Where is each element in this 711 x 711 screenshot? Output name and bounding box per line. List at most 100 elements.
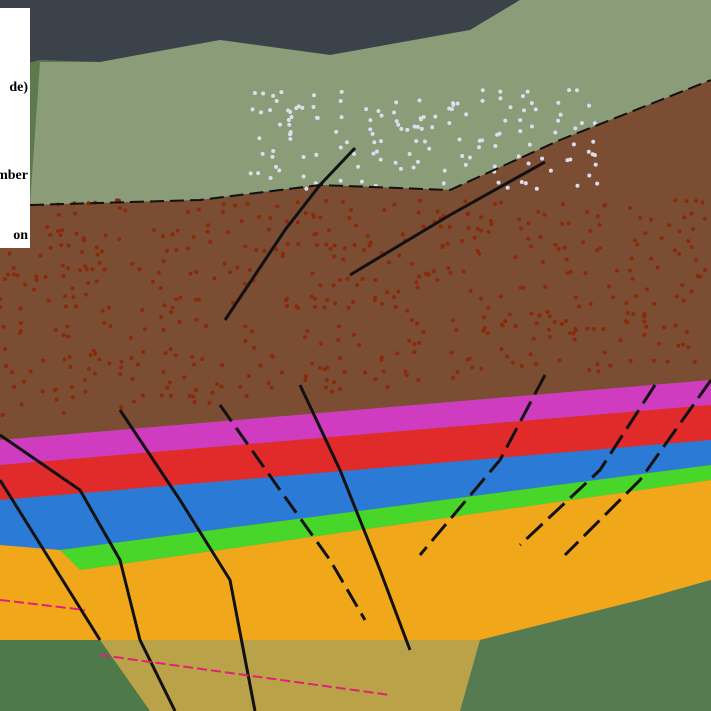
sample-point: [676, 343, 681, 348]
sample-point: [435, 277, 440, 282]
sample-point: [431, 269, 436, 274]
sample-point: [74, 304, 79, 309]
sample-point: [119, 405, 124, 410]
sample-point: [271, 148, 276, 153]
sample-point: [279, 370, 284, 375]
sample-point: [338, 98, 343, 103]
sample-point: [312, 232, 317, 237]
sample-point: [588, 228, 593, 233]
sample-point: [68, 364, 73, 369]
sample-point: [301, 174, 306, 179]
sample-point: [332, 380, 337, 385]
sample-point: [412, 124, 417, 129]
sample-point: [337, 386, 342, 391]
sample-point: [414, 139, 419, 144]
sample-point: [395, 351, 400, 356]
sample-point: [665, 359, 670, 364]
sample-point: [379, 301, 384, 306]
sample-point: [359, 179, 364, 184]
sample-point: [528, 352, 533, 357]
sample-point: [107, 361, 112, 366]
sample-point: [311, 93, 316, 98]
sample-point: [102, 321, 107, 326]
sample-point: [370, 131, 375, 136]
sample-point: [449, 350, 454, 355]
sample-point: [86, 201, 91, 206]
sample-point: [581, 240, 586, 245]
sample-point: [652, 301, 657, 306]
sample-point: [284, 296, 289, 301]
sample-point: [493, 143, 498, 148]
sample-point: [303, 378, 308, 383]
fault: [349, 160, 546, 277]
sample-point: [628, 205, 633, 210]
sample-point: [165, 385, 170, 390]
sample-point: [480, 138, 485, 143]
sample-point: [332, 243, 337, 248]
sample-point: [83, 292, 88, 297]
sample-point: [505, 185, 510, 190]
sample-point: [625, 311, 630, 316]
sample-point: [130, 261, 135, 266]
sample-point: [286, 118, 291, 123]
sample-point: [252, 90, 257, 95]
sample-point: [365, 233, 370, 238]
sample-point: [185, 246, 190, 251]
sample-point: [547, 334, 552, 339]
sample-point: [309, 294, 314, 299]
sample-point: [448, 270, 453, 275]
sample-point: [69, 385, 74, 390]
fault: [0, 433, 177, 711]
sample-point: [574, 88, 579, 93]
sample-point: [45, 225, 50, 230]
sample-point: [486, 229, 491, 234]
sample-point: [336, 337, 341, 342]
sample-point: [513, 324, 518, 329]
sample-point: [252, 345, 257, 350]
sample-point: [441, 181, 446, 186]
sample-point: [279, 90, 284, 95]
sample-point: [510, 360, 515, 365]
sample-point: [239, 219, 244, 224]
sample-point: [415, 159, 420, 164]
sample-point: [11, 265, 16, 270]
sample-point: [94, 279, 99, 284]
sample-point: [562, 245, 567, 250]
sample-point: [593, 162, 598, 167]
sample-point: [190, 354, 195, 359]
sample-point: [538, 234, 543, 239]
sample-point: [416, 210, 421, 215]
contact: [29, 79, 711, 206]
sample-point: [91, 348, 96, 353]
sample-point: [492, 164, 497, 169]
sample-point: [529, 101, 534, 106]
sample-point: [233, 203, 238, 208]
sample-point: [417, 340, 422, 345]
fault: [298, 384, 412, 651]
sample-point: [567, 331, 572, 336]
sample-point: [19, 402, 24, 407]
sample-point: [196, 207, 201, 212]
sample-point: [606, 284, 611, 289]
fault: [0, 479, 102, 641]
sample-point: [328, 246, 333, 251]
sample-point: [651, 358, 656, 363]
sample-point: [40, 389, 45, 394]
sample-point: [325, 298, 330, 303]
sample-point: [438, 224, 443, 229]
sample-point: [435, 209, 440, 214]
sample-point: [694, 258, 699, 263]
sample-point: [70, 286, 75, 291]
sample-point: [572, 337, 577, 342]
sample-point: [261, 91, 266, 96]
sample-point: [342, 370, 347, 375]
sample-point: [489, 222, 494, 227]
sample-point: [496, 180, 501, 185]
sample-point: [93, 351, 98, 356]
lowland-sw: [0, 640, 150, 711]
sample-point: [117, 237, 122, 242]
sample-point: [3, 347, 8, 352]
sample-point: [74, 231, 79, 236]
fault: [218, 404, 367, 621]
